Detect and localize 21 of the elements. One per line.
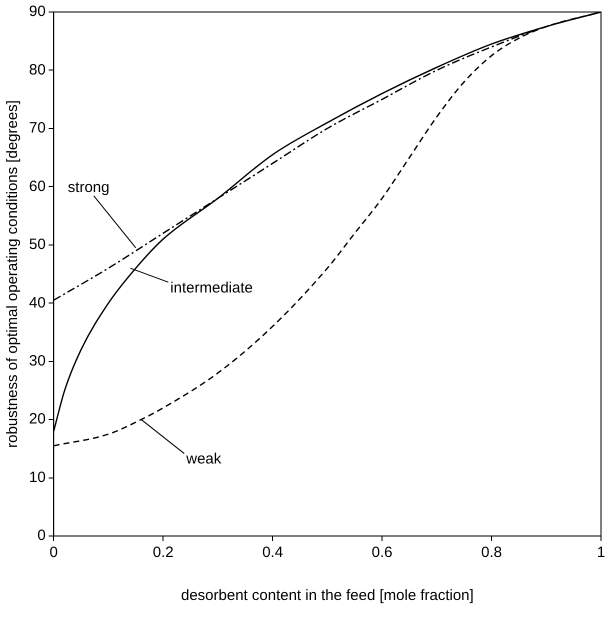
x-tick-label: 0.8 (481, 544, 502, 562)
y-tick-label: 10 (28, 468, 46, 486)
y-tick-label: 30 (28, 352, 46, 370)
annotation: strong (68, 178, 110, 196)
x-tick-label: 0.2 (152, 544, 174, 562)
x-tick-label: 0.6 (372, 544, 393, 562)
y-axis-title: robustness of optimal operating conditions [degrees] (4, 100, 22, 448)
y-tick-label: 40 (28, 294, 46, 312)
x-axis-title: desorbent content in the feed [mole fraction] (181, 587, 474, 604)
y-tick-label: 90 (28, 3, 46, 20)
y-tick-label: 60 (28, 178, 46, 195)
y-tick-label: 70 (28, 120, 46, 137)
x-tick-label: 1 (596, 544, 606, 562)
y-tick-label: 80 (28, 61, 46, 78)
y-tick-label: 0 (37, 527, 46, 544)
y-tick-label: 20 (28, 410, 46, 428)
x-tick-label: 0.4 (262, 544, 284, 562)
y-tick-label: 50 (28, 236, 46, 254)
annotation: weak (185, 450, 222, 468)
x-tick-label: 0 (50, 544, 58, 562)
annotation: intermediate (170, 279, 253, 296)
